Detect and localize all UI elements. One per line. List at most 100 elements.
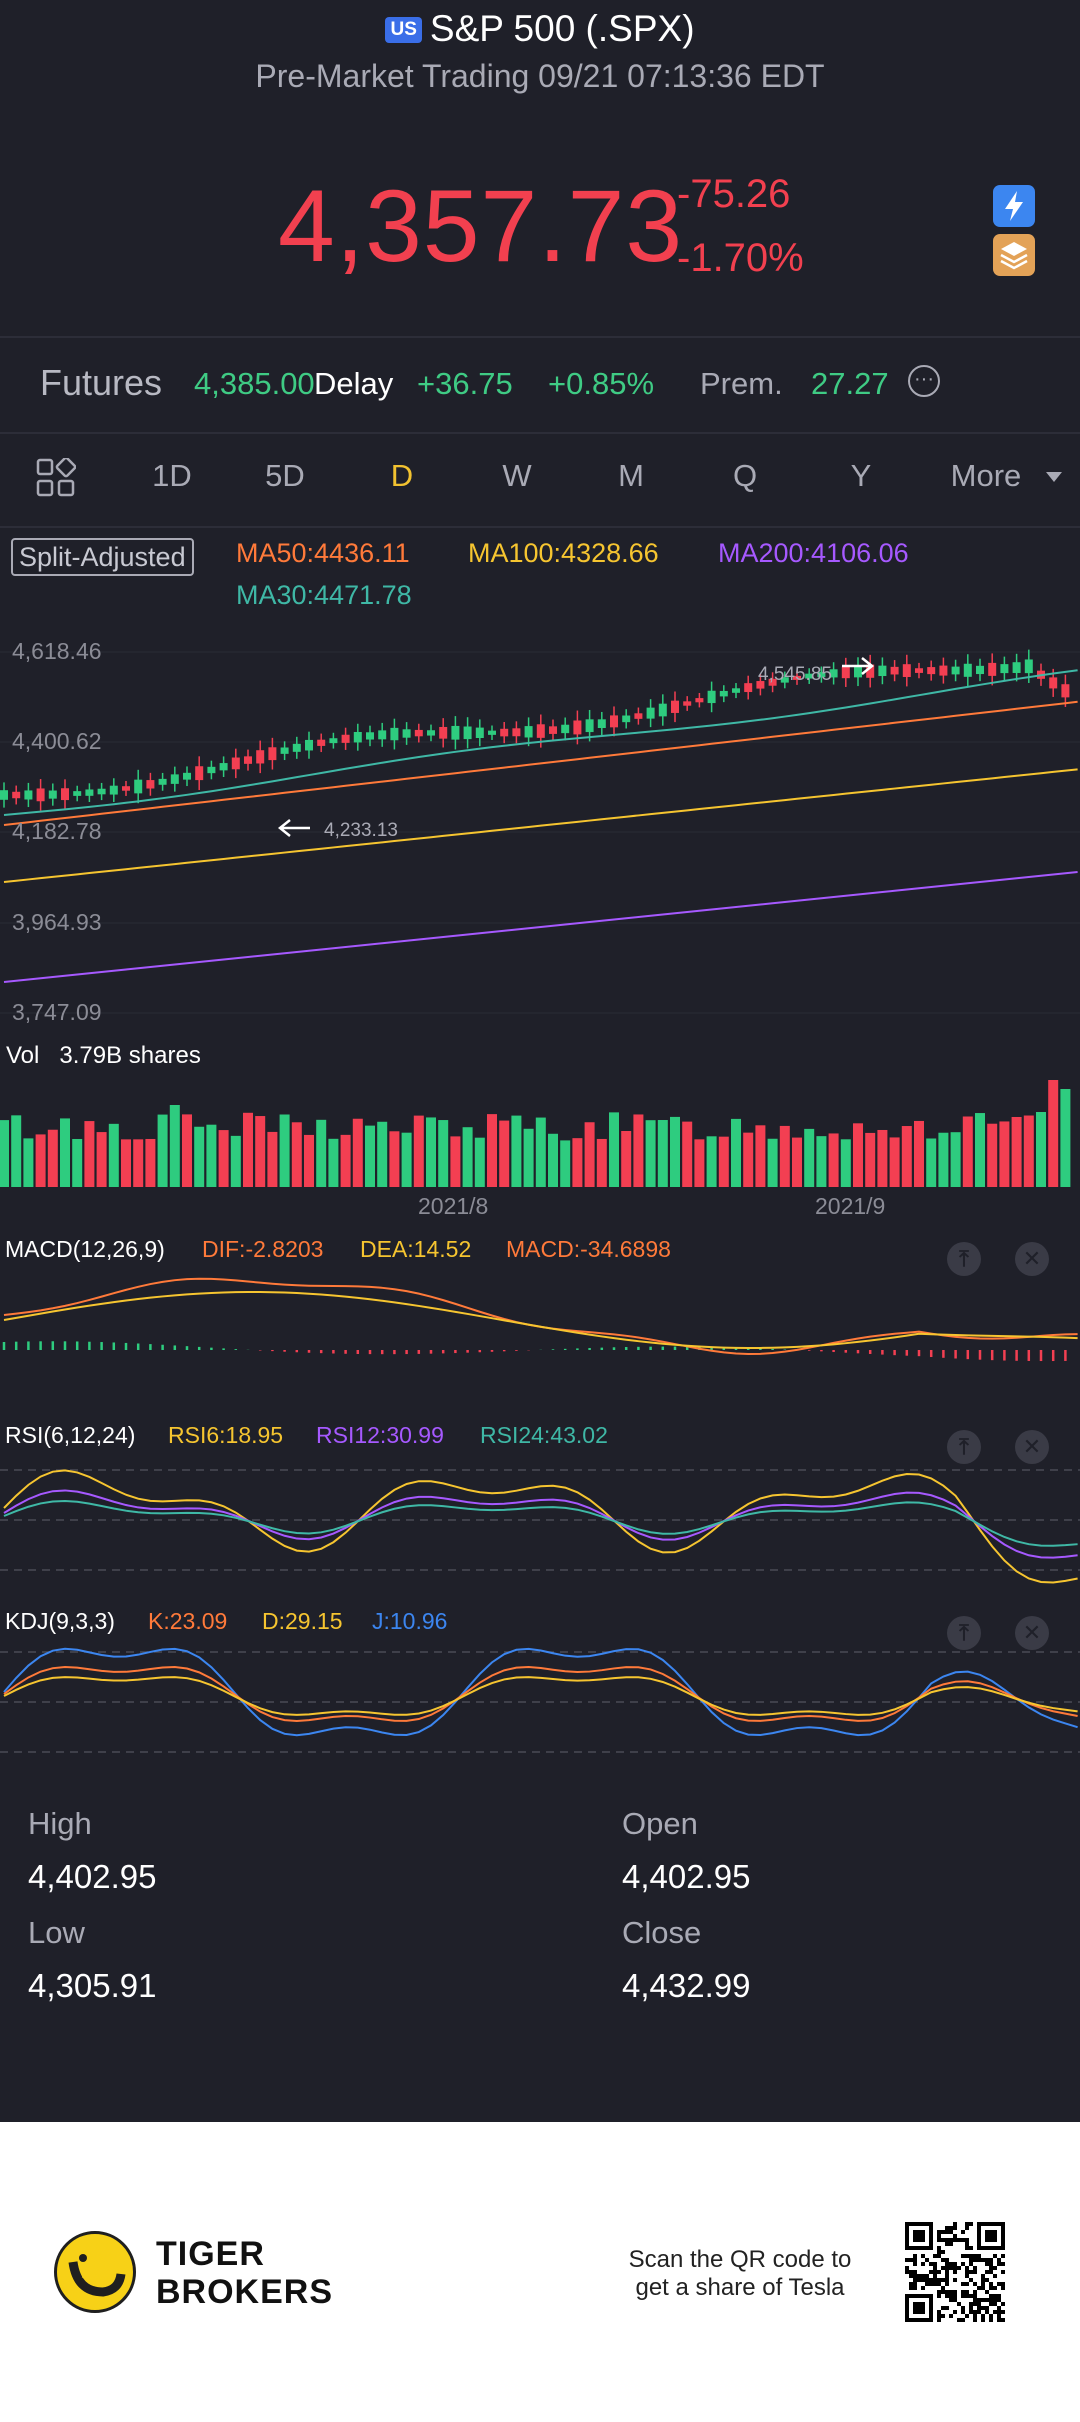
- tab-more[interactable]: More: [950, 458, 1022, 493]
- volume-bar-chart[interactable]: [0, 1075, 1080, 1187]
- candle: [292, 743, 301, 752]
- qr-module: [913, 2286, 917, 2290]
- kdj-j: J:10.96: [372, 1608, 448, 1634]
- page-title: US S&P 500 (.SPX): [0, 8, 1080, 50]
- qr-module: [945, 2306, 949, 2310]
- lightning-icon[interactable]: [993, 185, 1035, 227]
- qr-module: [981, 2258, 985, 2262]
- tab-d[interactable]: D: [390, 458, 414, 493]
- high-label: High: [28, 1806, 92, 1841]
- qr-module: [977, 2310, 981, 2314]
- qr-module: [937, 2294, 941, 2298]
- volume-bar: [914, 1120, 924, 1187]
- volume-bar: [804, 1128, 815, 1187]
- volume-bar: [853, 1123, 863, 1187]
- price-candlestick-chart[interactable]: [0, 620, 1080, 1040]
- qr-module: [905, 2258, 909, 2262]
- qr-module: [925, 2278, 929, 2282]
- ellipsis-icon[interactable]: ···: [908, 365, 940, 397]
- low-marker-label: 4,233.13: [324, 820, 398, 841]
- qr-module: [981, 2318, 985, 2322]
- qr-module: [993, 2254, 997, 2258]
- qr-module: [961, 2310, 965, 2314]
- macd-chart[interactable]: [0, 1265, 1080, 1410]
- tab-y[interactable]: Y: [850, 458, 872, 493]
- candle: [402, 729, 411, 738]
- qr-module: [961, 2290, 965, 2294]
- qr-module: [965, 2294, 969, 2298]
- kdj-d: D:29.15: [262, 1608, 343, 1634]
- kdj-k: K:23.09: [148, 1608, 228, 1634]
- candle: [268, 747, 277, 761]
- tab-5d[interactable]: 5D: [265, 458, 305, 493]
- qr-module: [921, 2262, 925, 2266]
- volume-bar: [609, 1112, 619, 1187]
- pin-top-icon[interactable]: ⤒: [947, 1616, 981, 1650]
- volume-bar: [194, 1126, 205, 1187]
- qr-module: [989, 2270, 993, 2274]
- qr-module: [977, 2302, 981, 2306]
- volume-bar: [304, 1134, 314, 1187]
- qr-module: [989, 2314, 993, 2318]
- volume-bar: [816, 1136, 827, 1187]
- qr-module: [961, 2262, 965, 2266]
- qr-module: [925, 2258, 929, 2262]
- qr-module: [973, 2294, 977, 2298]
- volume-bar: [706, 1136, 717, 1187]
- candle: [646, 707, 655, 719]
- qr-module: [1001, 2318, 1005, 2322]
- macd-name: MACD(12,26,9): [5, 1236, 165, 1262]
- qr-module: [965, 2222, 969, 2226]
- candle: [963, 663, 972, 677]
- split-adjusted-toggle[interactable]: Split-Adjusted: [11, 538, 194, 576]
- candle: [353, 731, 362, 743]
- candle: [207, 766, 216, 774]
- candle: [231, 757, 240, 770]
- close-icon[interactable]: ✕: [1015, 1242, 1049, 1276]
- tab-m[interactable]: M: [618, 458, 644, 493]
- volume-bar: [1036, 1112, 1046, 1187]
- caret-down-icon[interactable]: [1045, 470, 1063, 488]
- candle: [73, 791, 82, 796]
- qr-module: [921, 2254, 925, 2258]
- volume-bar: [1048, 1080, 1059, 1187]
- rsi6-line: [3, 1469, 1078, 1584]
- candle: [561, 724, 570, 734]
- qr-module: [981, 2286, 985, 2290]
- pin-top-icon[interactable]: ⤒: [947, 1242, 981, 1276]
- qr-module: [965, 2290, 969, 2294]
- y-axis-label: 4,618.46: [12, 638, 102, 664]
- qr-module: [977, 2298, 981, 2302]
- tab-q[interactable]: Q: [732, 458, 758, 493]
- tab-1d[interactable]: 1D: [152, 458, 192, 493]
- qr-module: [969, 2270, 973, 2274]
- candle: [0, 790, 8, 800]
- qr-module: [989, 2286, 993, 2290]
- volume-bar: [450, 1136, 461, 1187]
- candle: [36, 788, 45, 802]
- close-icon[interactable]: ✕: [1015, 1616, 1049, 1650]
- qr-code-icon[interactable]: [905, 2222, 1005, 2322]
- volume-bar: [157, 1114, 168, 1187]
- candle: [658, 703, 667, 717]
- qr-module: [965, 2238, 969, 2242]
- volume-bar: [267, 1131, 278, 1187]
- close-icon[interactable]: ✕: [1015, 1430, 1049, 1464]
- candle: [427, 730, 435, 736]
- grid-icon[interactable]: [36, 456, 77, 498]
- kdj-chart[interactable]: [0, 1634, 1080, 1784]
- candle: [280, 747, 289, 754]
- candle: [793, 675, 801, 680]
- tab-w[interactable]: W: [502, 458, 532, 493]
- volume-bar: [206, 1124, 217, 1187]
- volume-bar: [1060, 1089, 1071, 1187]
- rsi-chart[interactable]: [0, 1448, 1080, 1592]
- volume-bar: [731, 1118, 741, 1187]
- pin-top-icon[interactable]: ⤒: [947, 1430, 981, 1464]
- trading-status: Pre-Market Trading 09/21 07:13:36 EDT: [255, 58, 825, 94]
- qr-module: [989, 2282, 993, 2286]
- qr-module: [937, 2254, 941, 2258]
- qr-module: [973, 2266, 977, 2270]
- layers-icon[interactable]: [993, 234, 1035, 276]
- qr-module: [969, 2310, 973, 2314]
